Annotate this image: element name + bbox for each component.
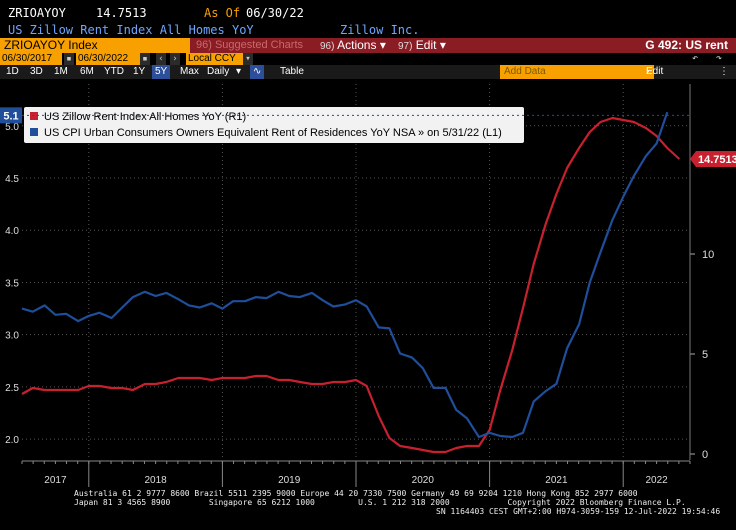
footer-line-2: Japan 81 3 4565 8900 Singapore 65 6212 1… [74, 498, 686, 507]
period-ytd[interactable]: YTD [104, 66, 124, 77]
y-left-tick-label: 5.0 [5, 122, 19, 133]
security-name: US Zillow Rent Index All Homes YoY [8, 23, 254, 37]
chevron-down-icon: ▾ [379, 38, 386, 52]
footer-line-3: SN 1164403 CEST GMT+2:00 H974-3059-159 1… [436, 507, 721, 516]
end-date-field[interactable]: 06/30/2022 [76, 53, 140, 65]
actions-num: 96) [320, 41, 335, 52]
calendar-icon[interactable]: ▪ [64, 53, 74, 65]
y-axis-right: 0 5 10 [689, 84, 714, 461]
last-right-badge [690, 150, 736, 167]
period-6m[interactable]: 6M [80, 66, 94, 77]
chevron-down-icon: ▾ [439, 38, 446, 52]
suggested-charts-button[interactable]: 96) Suggested Charts [196, 38, 303, 53]
more-icon[interactable]: ⋮ [719, 66, 729, 77]
edit-menu[interactable]: 97) Edit ▾ [398, 38, 446, 54]
y-left-tick-label: 3.0 [5, 331, 19, 342]
series-line-zillow [21, 116, 681, 454]
last-right-value: 14.7513 [698, 154, 736, 166]
asof-label: As Of [204, 6, 241, 20]
x-axis: 2017 2018 2019 2020 2021 2022 [21, 460, 691, 487]
suggested-num: 96) [196, 39, 212, 51]
currency-select[interactable]: Local CCY [186, 53, 244, 65]
actions-label: Actions [337, 38, 377, 52]
line-chart-icon[interactable]: ∿ [250, 65, 265, 79]
y-left-tick-label: 2.5 [5, 383, 19, 394]
last-left-badge [0, 107, 22, 124]
y-right-tick-label: 5 [702, 349, 708, 361]
footer-line-1: Australia 61 2 9777 8600 Brazil 5511 239… [74, 489, 638, 498]
security-description: US Zillow Rent Index All Homes YoY Zillo… [0, 20, 736, 38]
last-left-value: 5.1 [3, 110, 18, 122]
frequency-select[interactable]: Daily [207, 66, 230, 77]
gridlines [22, 84, 690, 460]
y-right-tick-label: 0 [702, 449, 708, 461]
legend-swatch-zillow [30, 112, 38, 120]
x-tick-label: 2018 [144, 475, 167, 486]
date-bar: 06/30/2017 ▪ 06/30/2022 ▪ ‹ › Local CCY … [0, 53, 736, 65]
period-1m[interactable]: 1M [54, 66, 68, 77]
add-data-field[interactable]: Add Data [500, 65, 654, 79]
undo-icon[interactable]: ↶ [692, 53, 699, 64]
legend-box [24, 107, 524, 143]
chevron-down-icon[interactable]: ▾ [243, 53, 253, 65]
source-name: Zillow Inc. [340, 23, 420, 37]
chevron-right-icon: › [646, 66, 650, 77]
legend-label-zillow: US Zillow Rent Index All Homes YoY (R1) [44, 111, 246, 123]
x-tick-label: 2017 [44, 475, 67, 486]
suggested-label: Suggested Charts [214, 39, 304, 51]
calendar-icon[interactable]: ▪ [140, 53, 150, 65]
series-lines [21, 111, 681, 454]
x-tick-label: 2021 [545, 475, 568, 486]
legend[interactable]: US Zillow Rent Index All Homes YoY (R1) U… [24, 107, 524, 143]
x-tick-label: 2020 [412, 475, 435, 486]
y-left-tick-label: 3.5 [5, 278, 19, 289]
asof-date: 06/30/22 [246, 6, 304, 20]
security-field[interactable]: ZRIOAYOY Index [0, 38, 190, 53]
x-tick-label: 2019 [278, 475, 301, 486]
actions-menu[interactable]: 96) Actions ▾ [320, 38, 386, 54]
period-max[interactable]: Max [180, 66, 199, 77]
y-left-tick-label: 4.0 [5, 226, 19, 237]
series-line-cpi [21, 111, 669, 439]
period-5y[interactable]: 5Y [152, 65, 171, 79]
action-bar: ZRIOAYOY Index 96) Suggested Charts 96) … [0, 38, 736, 53]
legend-swatch-cpi [30, 128, 38, 136]
legend-label-cpi: US CPI Urban Consumers Owners Equivalent… [44, 127, 502, 139]
edit-label: Edit [415, 38, 437, 52]
table-button[interactable]: Table [280, 66, 304, 77]
period-1y[interactable]: 1Y [133, 66, 146, 77]
g-page-title: G 492: US rent [645, 38, 728, 52]
last-value: 14.7513 [96, 6, 147, 20]
chart-canvas: 2017 2018 2019 2020 2021 2022 2.0 2.5 3.0 3.5 4.0… [0, 79, 736, 487]
x-tick-label: 2022 [645, 475, 668, 486]
period-1d[interactable]: 1D [6, 66, 19, 77]
chevron-down-icon[interactable]: ▾ [236, 66, 242, 77]
y-left-tick-label: 4.5 [5, 174, 19, 185]
footer: Australia 61 2 9777 8600 Brazil 5511 239… [0, 487, 736, 530]
redo-icon[interactable]: ↷ [716, 53, 723, 64]
last-value-labels: 5.1 14.7513 [0, 107, 736, 167]
ticker-code: ZRIOAYOY [8, 6, 66, 20]
start-date-field[interactable]: 06/30/2017 [0, 53, 62, 65]
y-right-tick-label: 10 [702, 249, 714, 261]
forward-arrow-icon[interactable]: › [170, 53, 180, 65]
back-arrow-icon[interactable]: ‹ [156, 53, 166, 65]
edit-num: 97) [398, 41, 413, 52]
y-axis-left: 2.0 2.5 3.0 3.5 4.0 4.5 5.0 [5, 122, 19, 446]
y-left-tick-label: 2.0 [5, 435, 19, 446]
security-header: ZRIOAYOY 14.7513 As Of 06/30/22 [0, 0, 736, 20]
period-bar: 1D 3D 1M 6M YTD 1Y 5Y Max Daily ▾ ∿ Tabl… [0, 65, 736, 91]
period-3d[interactable]: 3D [30, 66, 43, 77]
